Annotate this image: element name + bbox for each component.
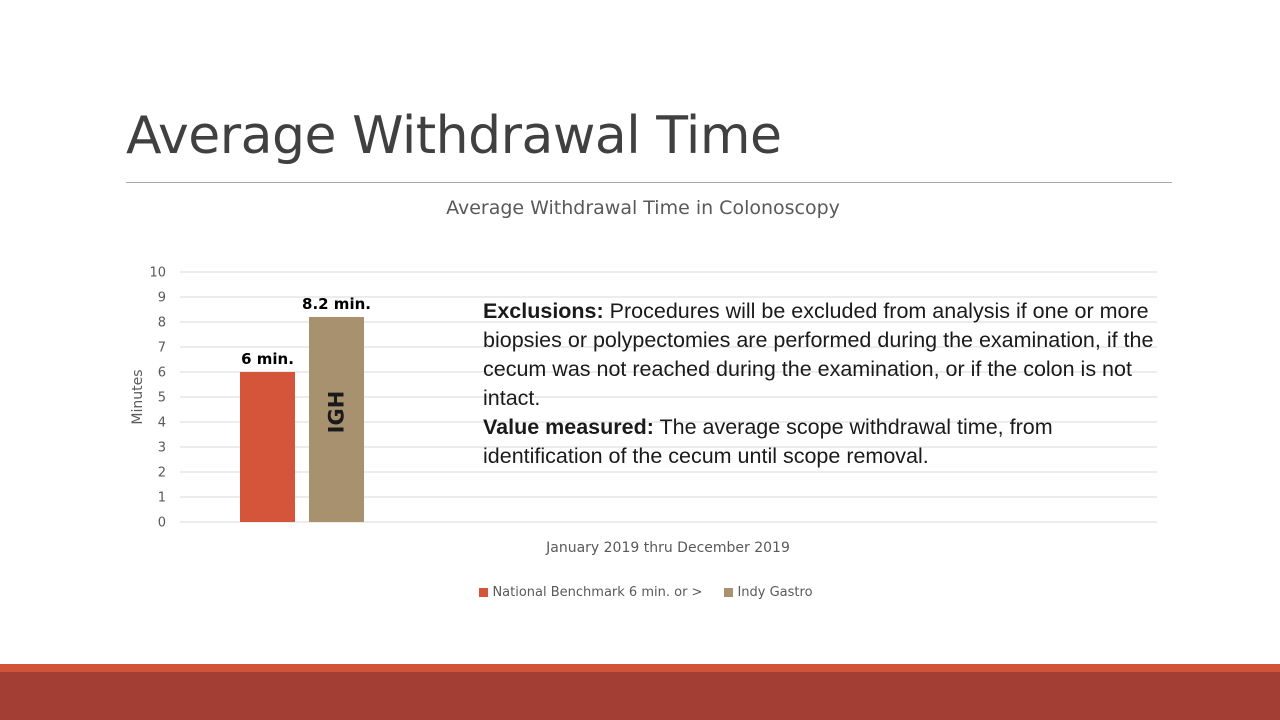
bar-chart: 0 1 2 3 4 5 6 7 8 9 10 Minutes 6 min. 8.2 min. IGH (130, 266, 1157, 531)
y-tick-label: 1 (158, 491, 166, 506)
legend-item-benchmark: National Benchmark 6 min. or > (479, 585, 702, 600)
x-category-label: January 2019 thru December 2019 (546, 540, 790, 556)
value-measured-label: Value measured: (483, 415, 654, 439)
chart-title: Average Withdrawal Time in Colonoscopy (446, 197, 840, 219)
y-tick-label: 9 (158, 291, 166, 306)
exclusions-text: Procedures will be excluded from analysi… (483, 299, 1154, 410)
y-tick-label: 7 (158, 341, 166, 356)
data-label: 6 min. (241, 350, 294, 368)
y-tick-label: 6 (158, 366, 166, 381)
y-tick-label: 4 (158, 416, 166, 431)
legend-item-indy-gastro: Indy Gastro (724, 585, 813, 600)
exclusions-note: Exclusions: Procedures will be excluded … (483, 297, 1163, 471)
legend-label-benchmark: National Benchmark 6 min. or > (492, 585, 703, 600)
footer-accent-bar (0, 664, 1280, 672)
legend-label-indy-gastro: Indy Gastro (737, 585, 813, 600)
y-tick-label: 8 (158, 316, 166, 331)
bar-inner-label: IGH (325, 391, 349, 434)
bars: 6 min. 8.2 min. IGH (240, 295, 371, 522)
footer-bar (0, 672, 1280, 720)
y-tick-label: 0 (158, 516, 166, 531)
slide-title: Average Withdrawal Time (126, 106, 782, 166)
y-tick-label: 10 (149, 266, 166, 281)
y-axis-ticks: 0 1 2 3 4 5 6 7 8 9 10 (149, 266, 166, 531)
y-tick-label: 5 (158, 391, 166, 406)
legend-swatch-benchmark (479, 588, 489, 597)
y-axis-label: Minutes (130, 369, 146, 424)
y-tick-label: 2 (158, 466, 166, 481)
legend-swatch-indy-gastro (724, 588, 734, 597)
value-measured-text: The average scope withdrawal time, from … (483, 415, 1053, 468)
exclusions-label: Exclusions: (483, 299, 604, 323)
bar-indy-gastro (309, 317, 364, 522)
bar-benchmark (240, 372, 295, 522)
y-tick-label: 3 (158, 441, 166, 456)
data-label: 8.2 min. (302, 295, 371, 313)
title-divider (126, 182, 1172, 183)
legend: National Benchmark 6 min. or > Indy Gast… (0, 585, 1280, 600)
